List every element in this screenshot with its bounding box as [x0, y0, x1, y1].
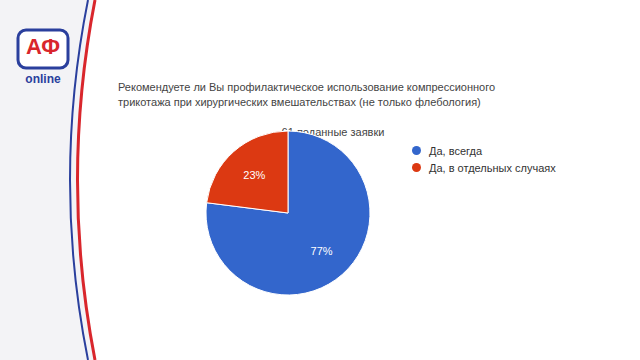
- html-text:61 поданные заявки: 61 поданные заявки: [281, 126, 385, 138]
- html-text:Рекомендуете ли Вы профилактич: Рекомендуете ли Вы профилактическое испо…: [118, 81, 496, 108]
- html-text:Да, всегда: Да, всегда: [429, 144, 483, 157]
- html-text:АФ: АФ: [25, 34, 61, 59]
- html-text:Да, в отдельных случаях: Да, в отдельных случаях: [429, 161, 556, 174]
- html-text:online: online: [25, 72, 61, 86]
- svg-text:23%: 23%: [243, 169, 265, 181]
- svg-text:77%: 77%: [311, 245, 333, 257]
